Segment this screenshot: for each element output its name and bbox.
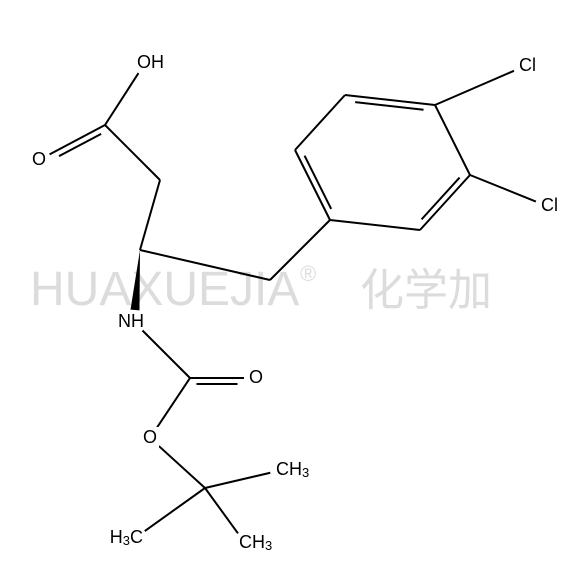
watermark: HUAXUEJIA® 化学加: [30, 261, 492, 316]
atom-label: Cl: [541, 195, 558, 215]
watermark-right: 化学加: [360, 266, 492, 315]
watermark-sup: ®: [300, 261, 316, 286]
atom-label: Cl: [519, 55, 536, 75]
watermark-left: HUAXUEJIA: [30, 263, 299, 316]
atom-label: O: [249, 367, 263, 387]
molecule-diagram: HUAXUEJIA®化学加OHOClClNHOOCH3H3CCH3: [0, 0, 584, 588]
atom-label: NH: [118, 311, 144, 331]
atom-label: OH: [137, 52, 164, 72]
atom-label: O: [32, 149, 46, 169]
atom-label: O: [143, 427, 157, 447]
